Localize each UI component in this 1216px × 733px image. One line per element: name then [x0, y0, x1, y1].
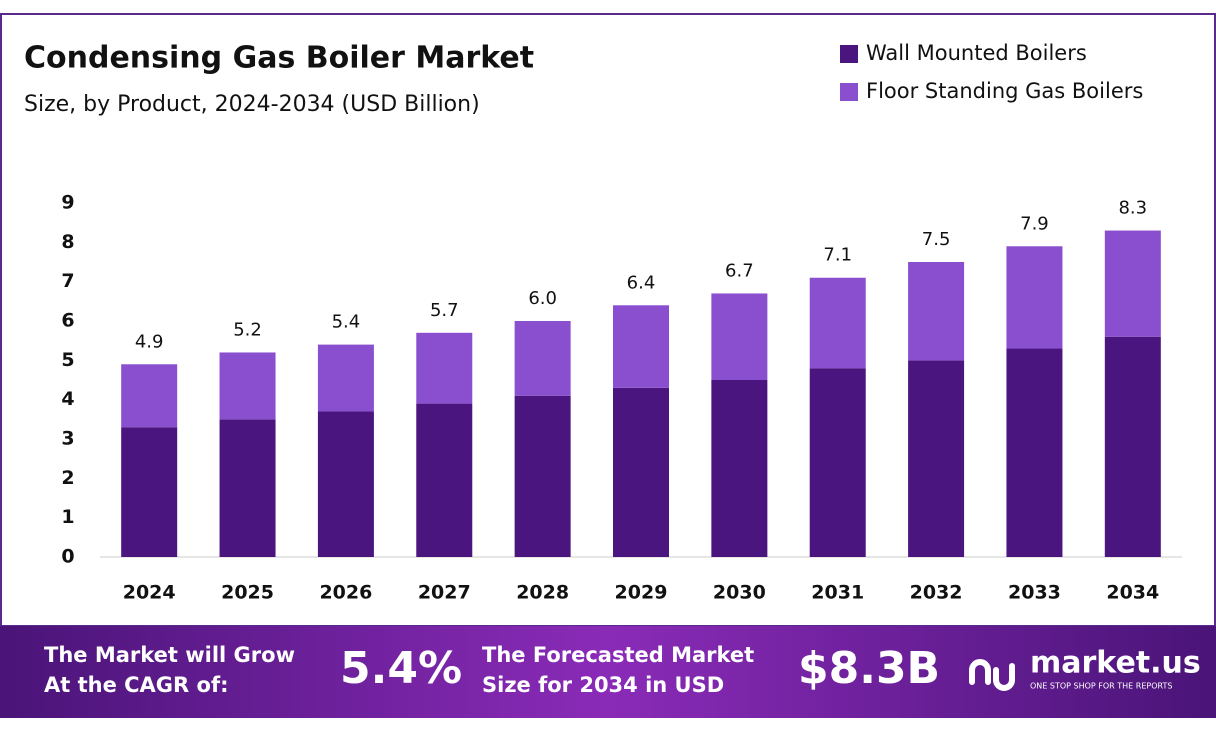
footer-text: Size for 2034 in USD: [482, 673, 724, 697]
y-tick-label: 8: [61, 231, 74, 253]
x-tick-label: 2027: [418, 582, 471, 604]
legend-label: Wall Mounted Boilers: [866, 41, 1087, 65]
legend: Wall Mounted Boilers Floor Standing Gas B…: [840, 41, 1143, 103]
footer-text: At the CAGR of:: [44, 673, 229, 697]
bar-segment: [121, 427, 178, 557]
x-tick-label: 2029: [615, 582, 668, 604]
bar-segment: [809, 368, 866, 557]
x-tick-label: 2032: [910, 582, 963, 604]
bar-segment: [317, 344, 374, 412]
total-label: 4.9: [135, 331, 164, 352]
y-tick-label: 4: [61, 388, 74, 410]
bar-segment: [711, 380, 768, 557]
bar-segment: [416, 403, 473, 557]
x-tick-label: 2034: [1106, 582, 1159, 604]
total-label: 6.7: [725, 260, 754, 281]
total-label: 7.9: [1020, 213, 1049, 234]
x-tick-label: 2024: [123, 582, 176, 604]
bar-segment: [219, 352, 276, 420]
footer-text: The Market will Grow: [44, 643, 295, 667]
bar-segment: [908, 262, 965, 361]
total-label: 5.4: [332, 312, 361, 333]
bar-segment: [121, 364, 178, 428]
legend-label: Floor Standing Gas Boilers: [866, 79, 1143, 103]
total-label: 6.4: [627, 272, 656, 293]
x-tick-label: 2033: [1008, 582, 1061, 604]
footer-value: $8.3B: [798, 643, 940, 694]
footer-text: The Forecasted Market: [482, 643, 754, 667]
bar-segment: [514, 395, 571, 557]
x-tick-label: 2025: [221, 582, 274, 604]
legend-swatch: [840, 45, 858, 63]
bar-segment: [613, 305, 669, 388]
tagline: ONE STOP SHOP FOR THE REPORTS: [1030, 682, 1172, 691]
y-tick-label: 5: [61, 349, 74, 371]
bar-segment: [809, 277, 866, 369]
x-tick-label: 2030: [713, 582, 766, 604]
total-label: 7.1: [823, 245, 852, 266]
x-tick-label: 2028: [516, 582, 569, 604]
x-tick-label: 2031: [811, 582, 864, 604]
bar-segment: [317, 411, 374, 557]
footer-value: 5.4%: [340, 643, 462, 694]
total-label: 6.0: [528, 288, 557, 309]
y-tick-label: 1: [61, 506, 74, 528]
y-tick-label: 9: [61, 192, 74, 214]
total-label: 8.3: [1118, 198, 1147, 219]
total-label: 5.7: [430, 300, 459, 321]
bar-segment: [613, 387, 669, 557]
bar-segment: [1006, 348, 1063, 557]
bar-segment: [1104, 230, 1161, 337]
bar-segment: [514, 321, 571, 396]
bar-segment: [416, 332, 473, 404]
y-tick-label: 3: [61, 428, 74, 450]
total-label: 5.2: [233, 319, 262, 340]
total-label: 7.5: [922, 229, 951, 250]
y-tick-label: 0: [61, 546, 74, 568]
brand: market.us: [1030, 646, 1201, 681]
y-tick-label: 2: [61, 467, 74, 489]
bar-segment: [219, 419, 276, 557]
bar-segment: [711, 293, 768, 380]
chart-subtitle: Size, by Product, 2024-2034 (USD Billion…: [24, 92, 480, 117]
bar-segment: [1104, 336, 1161, 557]
legend-swatch: [840, 83, 858, 101]
y-tick-label: 7: [61, 270, 74, 292]
bar-segment: [1006, 246, 1063, 349]
logo-icon: [969, 659, 1015, 691]
y-tick-label: 6: [61, 310, 74, 332]
bar-segment: [908, 360, 965, 557]
chart-title: Condensing Gas Boiler Market: [24, 41, 534, 76]
x-tick-label: 2026: [319, 582, 372, 604]
